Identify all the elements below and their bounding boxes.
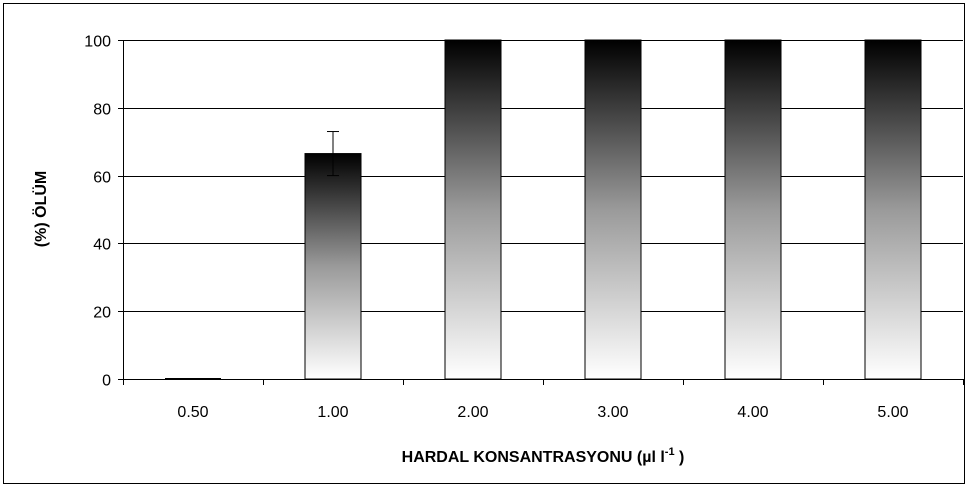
y-tick-label: 0 (102, 373, 111, 390)
y-tick-label: 80 (93, 102, 111, 119)
y-tick-label: 100 (84, 34, 111, 51)
axes (118, 40, 964, 385)
x-tick-label: 1.00 (317, 404, 348, 421)
y-tick-label: 60 (93, 170, 111, 187)
x-axis-title-superscript: -1 (665, 446, 675, 458)
y-tick-label: 20 (93, 305, 111, 322)
bar-4.00 (724, 39, 782, 380)
bar-1.00 (304, 153, 362, 380)
bar-5.00 (864, 39, 922, 380)
y-axis-title: (%) ÖLÜM (31, 171, 50, 247)
bar-2.00 (444, 39, 502, 380)
bar-3.00 (584, 39, 642, 380)
x-tick-label: 4.00 (737, 404, 768, 421)
x-tick-label: 2.00 (457, 404, 488, 421)
y-tick-label: 40 (93, 237, 111, 254)
x-tick-label: 3.00 (597, 404, 628, 421)
bars (165, 39, 922, 380)
tick-labels: 0 20 40 60 80 100 0.50 1.00 2.00 3.00 4.00 5.00 (84, 34, 908, 422)
x-tick-label: 0.50 (177, 404, 208, 421)
x-axis-title-main: HARDAL KONSANTRASYONU (µl l (402, 449, 665, 466)
x-tick-label: 5.00 (877, 404, 908, 421)
gridlines (123, 40, 963, 312)
x-axis-title-close: ) (675, 449, 685, 466)
x-axis-title: HARDAL KONSANTRASYONU (µl l-1 ) (402, 446, 685, 466)
